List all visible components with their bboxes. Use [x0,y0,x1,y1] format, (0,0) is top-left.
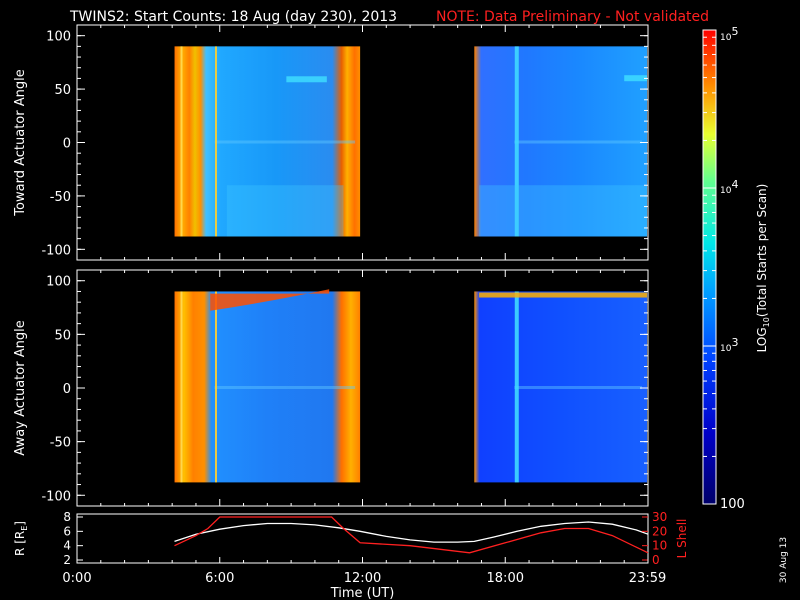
vertical-stripe [214,46,217,237]
x-tick-label: 18:00 [487,571,524,586]
toward-y-axis: 100 50 0 -50 -100 [41,25,649,260]
lshell-tick-label: 20 [652,524,667,538]
x-tick-label: 0:00 [62,571,91,586]
colorbar-tick-label: 100 [720,497,745,512]
colorbar-gradient [703,30,716,504]
y-tick-label: 0 [63,382,71,397]
time-x-label: Time (UT) [330,586,395,600]
chart-title: TWINS2: Start Counts: 18 Aug (day 230), … [69,9,397,25]
lshell-tick-label: 0 [652,553,660,567]
away-y-axis: 100 50 0 -50 -100 [41,270,649,506]
y-tick-label: -100 [41,243,71,258]
vertical-stripe [180,291,183,483]
date-stamp: 30 Aug 13 [779,537,789,583]
highlight-band [624,75,647,82]
lshell-tick-label: 10 [652,539,667,553]
edge-band [479,292,647,298]
colorbar: 105 104 103 100 LOG10(Total Starts per Scan… [702,25,771,512]
y-tick-label: 50 [54,328,71,343]
r-tick-label: 8 [63,510,71,524]
vertical-stripe [514,291,519,483]
bright-region [226,185,344,237]
vertical-stripe [514,46,519,237]
colorbar-ticks: 105 104 103 100 [703,25,745,512]
away-y-label: Away Actuator Angle [13,320,28,455]
zero-angle-band [514,140,642,144]
colorbar-tick-label: 103 [720,336,738,354]
zero-angle-band [214,140,356,144]
high-count-arc [210,289,330,311]
y-tick-label: 100 [46,275,71,290]
lshell-y-label: L Shell [675,519,689,559]
vertical-stripe [214,291,217,483]
lshell-tick-label: 30 [652,510,667,524]
bright-region [479,185,647,237]
toward-heatmap-features [180,46,647,237]
y-tick-label: 100 [46,30,71,45]
r-y-label: R [RE] [13,521,29,556]
y-tick-label: -50 [50,436,71,451]
zero-angle-band [214,386,356,389]
highlight-band [286,76,327,83]
r-tick-label: 6 [63,524,71,538]
colorbar-tick-label: 105 [720,25,738,43]
lshell-series-line [174,516,649,554]
y-tick-label: 50 [54,83,71,98]
vertical-stripe [180,46,183,237]
away-heatmap-block-1 [174,291,361,483]
y-tick-label: -100 [41,489,71,504]
x-tick-label: 6:00 [205,571,234,586]
x-tick-label: 12:00 [344,571,381,586]
y-tick-label: 0 [63,137,71,152]
zero-angle-band [514,386,642,389]
toward-heatmap-block-2 [474,46,647,237]
away-heatmap-features [180,289,647,483]
y-tick-label: -50 [50,190,71,205]
data-note: NOTE: Data Preliminary - Not validated [436,9,709,25]
toward-heatmap-block-1 [174,46,361,237]
colorbar-tick-label: 104 [720,178,738,196]
away-angle-panel: 100 50 0 -50 -100 Away Actuator Angle [13,269,649,507]
x-tick-label: 23:59 [629,571,666,586]
r-series-line [174,521,649,543]
r-tick-label: 4 [63,539,71,553]
toward-angle-panel: 100 50 0 -50 -100 Toward Actuator Angle [13,24,649,261]
orbit-panel-frame [76,513,649,564]
r-tick-label: 2 [63,553,71,567]
toward-y-label: Toward Actuator Angle [13,69,28,216]
away-heatmap-block-2 [474,291,647,483]
colorbar-label: LOG10(Total Starts per Scan) [755,184,771,353]
time-x-axis: 0:00 6:00 12:00 18:00 23:59 [62,557,666,586]
